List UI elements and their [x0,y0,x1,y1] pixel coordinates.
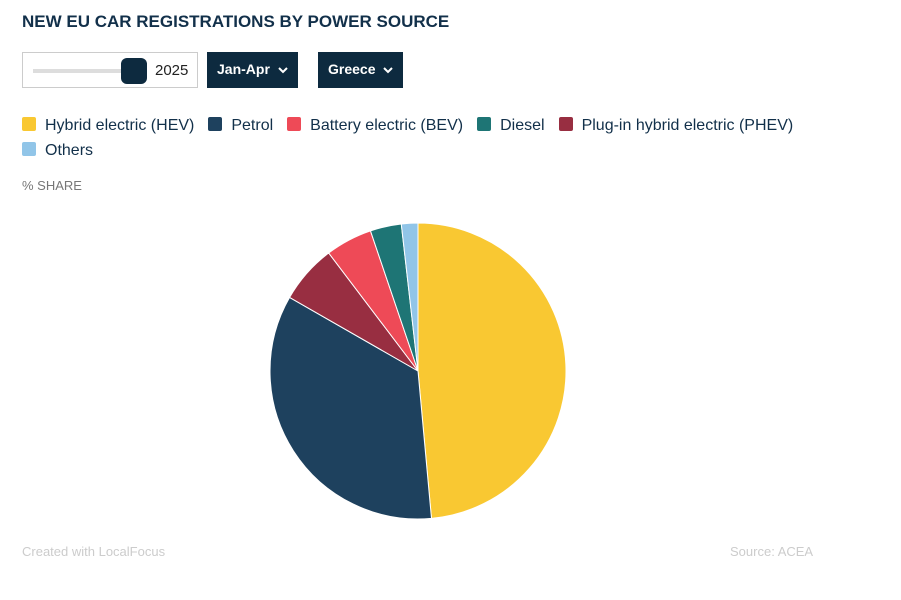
legend-item[interactable]: Diesel [477,113,545,138]
slider-track [33,69,145,73]
chart-title: NEW EU CAR REGISTRATIONS BY POWER SOURCE [22,12,450,31]
pie-slice [369,223,419,372]
chevron [383,67,394,74]
year-slider[interactable]: 2025 [22,52,198,88]
legend-item[interactable]: Hybrid electric (HEV) [22,113,194,138]
legend-item[interactable]: Plug-in hybrid electric (PHEV) [558,113,794,138]
period-dropdown[interactable]: Jan-Apr [207,52,298,88]
pie-slice [288,252,419,372]
legend-item[interactable]: Petrol [208,113,273,138]
slider-knob[interactable] [121,58,147,84]
legend-swatch [208,117,223,131]
country-label: Greece [328,61,376,77]
source: Source: ACEA [730,544,814,559]
legend-item[interactable]: Battery electric (BEV) [287,113,463,138]
legend-item[interactable]: Others [22,138,93,163]
chevron [278,67,288,74]
legend-label: Diesel [500,117,545,134]
pie-slice [417,222,567,519]
country-dropdown[interactable]: Greece [318,52,404,88]
period-label: Jan-Apr [217,61,270,77]
legend-swatch [22,117,36,131]
legend-label: Plug-in hybrid electric (PHEV) [581,117,794,134]
pie-slice [269,296,433,520]
legend-label: Others [45,142,94,159]
legend-swatch [558,117,573,131]
legend-label: Petrol [231,117,274,134]
unit-label: % SHARE [22,178,82,193]
pie-slice [327,230,419,372]
legend-label: Battery electric (BEV) [310,117,464,134]
credit: Created with LocalFocus [22,544,166,559]
pie-slice [400,222,419,372]
legend: Hybrid electric (HEV) Petrol Battery elect… [22,113,822,163]
legend-swatch [22,142,36,156]
year-label: 2025 [155,62,189,79]
legend-swatch [287,117,302,131]
legend-swatch [477,117,492,131]
legend-label: Hybrid electric (HEV) [45,117,195,134]
